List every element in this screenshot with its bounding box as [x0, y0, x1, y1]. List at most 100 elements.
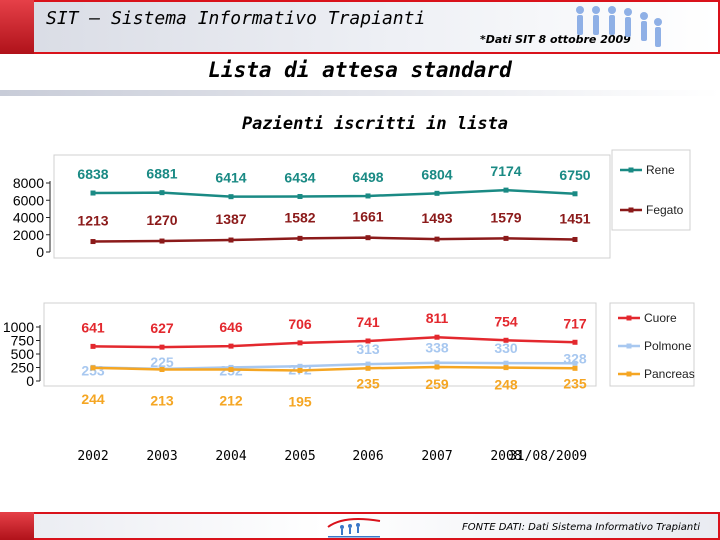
data-label: 330 — [494, 340, 518, 356]
data-point — [572, 236, 578, 242]
data-label: 213 — [150, 392, 174, 408]
legend-marker — [628, 207, 634, 213]
x-category-label: 2002 — [77, 449, 108, 464]
slide-title: Lista di attesa standard — [208, 58, 512, 82]
data-label: 328 — [563, 350, 587, 366]
data-point — [159, 238, 165, 244]
legend-marker — [626, 343, 632, 349]
data-point — [365, 193, 371, 199]
data-point — [503, 337, 509, 343]
data-point — [297, 235, 303, 241]
data-point — [90, 365, 96, 371]
data-label: 235 — [356, 375, 380, 391]
data-point — [159, 190, 165, 196]
data-point — [434, 190, 440, 196]
data-point — [159, 344, 165, 350]
footer-accent — [0, 512, 34, 540]
data-label: 6750 — [559, 167, 590, 183]
data-label: 1661 — [352, 209, 383, 225]
data-label: 212 — [219, 393, 243, 409]
data-label: 6434 — [284, 170, 315, 186]
legend-label: Cuore — [644, 311, 677, 325]
data-point — [572, 365, 578, 371]
y-tick-label: 500 — [11, 346, 35, 362]
data-point — [228, 194, 234, 200]
data-label: 6804 — [421, 166, 452, 182]
data-point — [297, 340, 303, 346]
data-label: 1451 — [559, 210, 590, 226]
x-category-label: 2004 — [215, 449, 246, 464]
data-label: 259 — [425, 376, 449, 392]
source-note: *Dati SIT 8 ottobre 2009 — [480, 33, 631, 46]
data-point — [434, 364, 440, 370]
legend-box — [611, 149, 691, 231]
data-label: 741 — [356, 314, 380, 330]
data-label: 1579 — [490, 209, 521, 225]
footer-source: FONTE DATI: Dati Sistema Informativo Tra… — [462, 522, 700, 533]
footer-bar — [0, 512, 720, 540]
y-tick-label: 8000 — [13, 175, 44, 191]
data-label: 1387 — [215, 211, 246, 227]
legend-label: Pancreas — [644, 367, 695, 381]
data-point — [365, 361, 371, 367]
data-point — [365, 235, 371, 241]
y-tick-label: 0 — [26, 373, 34, 389]
x-category-label: 2008 — [490, 449, 521, 464]
data-label: 1493 — [421, 210, 452, 226]
data-point — [297, 194, 303, 200]
data-label: 235 — [563, 375, 587, 391]
y-tick-label: 1000 — [3, 319, 34, 335]
y-tick-label: 4000 — [13, 210, 44, 226]
legend-marker — [626, 315, 632, 321]
x-category-label: 2007 — [421, 449, 452, 464]
data-label: 244 — [81, 391, 105, 407]
data-point — [90, 343, 96, 349]
chart-title: Pazienti iscritti in lista — [241, 114, 509, 134]
legend-label: Fegato — [646, 203, 684, 217]
data-point — [365, 338, 371, 344]
data-point — [434, 334, 440, 340]
data-point — [90, 239, 96, 245]
data-label: 754 — [494, 313, 518, 329]
title-divider — [0, 90, 720, 96]
data-label: 248 — [494, 377, 518, 393]
x-category-label: 2005 — [284, 449, 315, 464]
data-point — [90, 190, 96, 196]
legend-label: Polmone — [644, 339, 692, 353]
data-label: 7174 — [490, 163, 521, 179]
data-point — [159, 366, 165, 372]
data-label: 706 — [288, 316, 312, 332]
data-label: 6414 — [215, 170, 246, 186]
app-title: SIT – Sistema Informativo Trapianti — [46, 8, 426, 29]
centro-nazionale-trapianti-logo-icon — [327, 518, 381, 538]
data-label: 1270 — [146, 212, 177, 228]
series-line-pancreas — [92, 365, 576, 372]
data-point — [365, 365, 371, 371]
data-label: 225 — [150, 354, 174, 370]
data-point — [434, 360, 440, 366]
legend-label: Rene — [646, 163, 675, 177]
header-bar — [0, 0, 720, 54]
y-tick-label: 250 — [11, 360, 35, 376]
data-label: 313 — [356, 341, 380, 357]
data-label: 641 — [81, 319, 105, 335]
header-accent — [0, 0, 34, 54]
data-point — [503, 235, 509, 241]
series-line-fegato — [92, 236, 576, 243]
data-label: 6881 — [146, 166, 177, 182]
series-line-cuore — [92, 335, 576, 349]
data-point — [503, 360, 509, 366]
data-label: 1213 — [77, 213, 108, 229]
y-tick-label: 6000 — [13, 192, 44, 208]
plot-area — [53, 154, 611, 259]
data-label: 253 — [81, 362, 105, 378]
data-label: 627 — [150, 320, 174, 336]
data-point — [228, 367, 234, 373]
data-point — [297, 367, 303, 373]
data-label: 6498 — [352, 169, 383, 185]
data-label: 1582 — [284, 209, 315, 225]
data-point — [228, 237, 234, 243]
data-point — [434, 236, 440, 242]
data-label: 6838 — [77, 166, 108, 182]
